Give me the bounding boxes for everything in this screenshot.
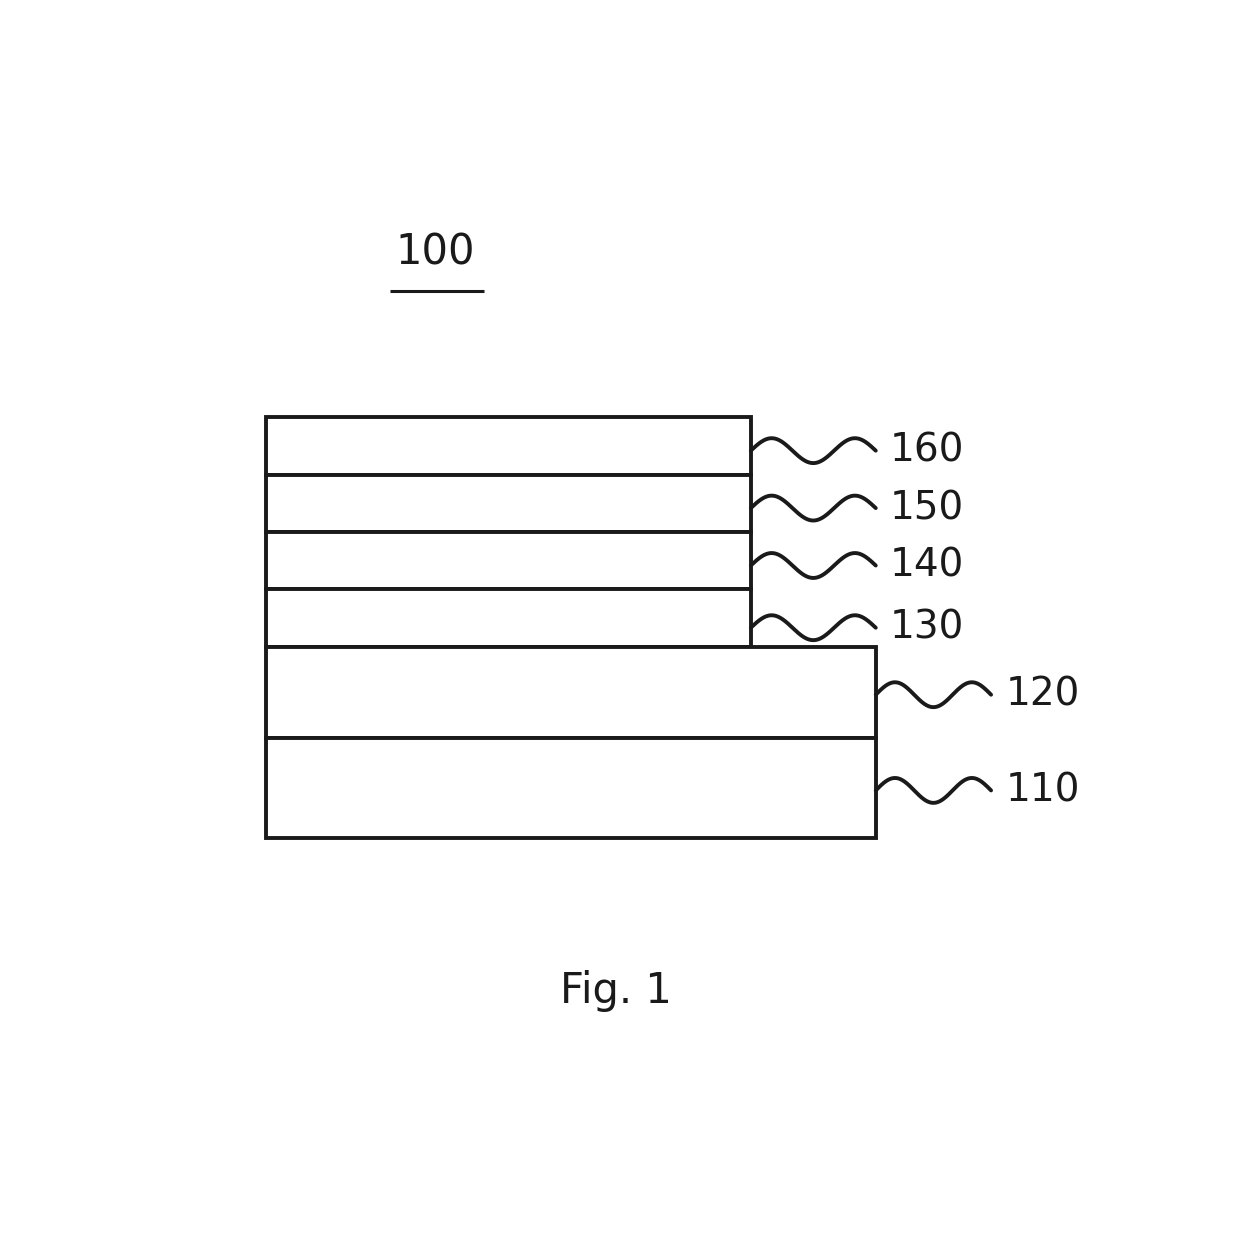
Bar — [265, 738, 875, 838]
Text: 160: 160 — [890, 431, 965, 470]
Bar — [265, 646, 875, 738]
Text: 150: 150 — [890, 488, 965, 527]
Text: 130: 130 — [890, 609, 965, 646]
Bar — [265, 475, 750, 532]
Text: 110: 110 — [1006, 772, 1080, 809]
Bar — [265, 589, 750, 646]
Text: 140: 140 — [890, 547, 965, 584]
Text: 120: 120 — [1006, 676, 1080, 713]
Bar — [265, 418, 750, 475]
Text: Fig. 1: Fig. 1 — [560, 971, 672, 1012]
Text: 100: 100 — [396, 231, 475, 273]
Bar — [265, 532, 750, 589]
